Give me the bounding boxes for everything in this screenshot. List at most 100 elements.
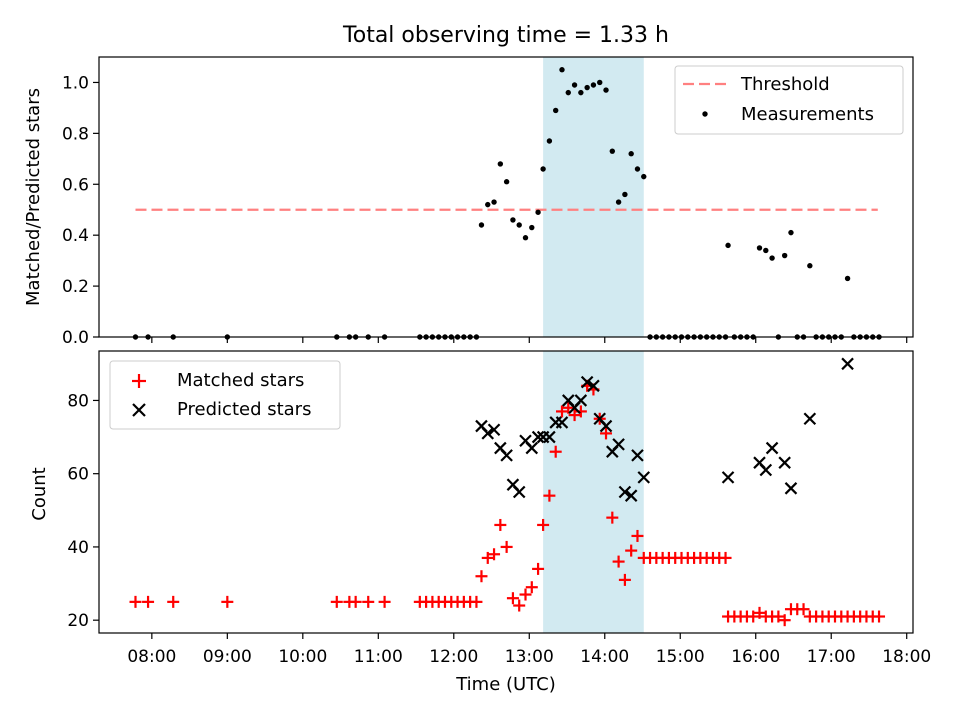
predicted-stars-points [475,357,854,502]
legend-matched-label: Matched stars [177,370,304,391]
predicted-star-point [531,430,545,444]
y-tick-label: 0.8 [62,124,89,144]
y-tick-label: 0.2 [62,277,89,297]
y-tick-label: 0.0 [62,328,89,348]
x-tick-label: 13:00 [505,647,554,667]
x-tick-label: 15:00 [656,647,705,667]
measurement-point [844,275,851,282]
count-legend-box [109,360,341,430]
measurement-point [529,224,535,231]
matched-star-point [167,595,180,608]
measurement-point [769,255,775,261]
matched-star-point [631,529,644,542]
predicted-star-point [580,375,594,389]
measurement-point [578,89,584,96]
predicted-star-point [500,449,513,462]
legend-predicted-label: Predicted stars [177,399,311,420]
x-tick-label: 09:00 [203,647,252,667]
measurement-point [497,161,504,167]
matched-star-point [797,603,810,616]
legend-matched-swatch [132,374,146,388]
ratio-legend: Threshold Measurements [674,65,904,135]
matched-star-point [221,595,234,608]
predicted-star-point [841,357,854,371]
matched-star-point [500,540,513,553]
predicted-star-point [525,441,539,455]
predicted-star-point [759,463,773,477]
chart-title: Total observing time = 1.33 h [342,23,669,48]
matched-star-point [549,445,562,458]
count-plot-frame [98,350,914,634]
x-tick-label: 08:00 [127,647,176,667]
legend-threshold-label: Threshold [740,74,830,95]
measurement-point [628,151,634,157]
measurement-point [510,217,516,223]
predicted-star-point [624,489,638,502]
measurement-point [516,222,522,228]
matched-star-point [625,544,638,557]
measurement-point [546,138,553,144]
measurement-point [535,209,541,215]
y-tick-label: 80 [67,391,89,411]
matched-star-point [612,555,625,568]
predicted-star-point [487,423,501,437]
measurement-point [559,67,565,73]
matched-star-point [555,405,568,418]
y-tick-label: 0.6 [62,175,89,195]
matched-star-point [470,595,483,608]
ratio-x-ticks [151,337,908,343]
matched-star-point [378,595,391,608]
x-tick-label: 14:00 [580,647,629,667]
ratio-y-axis-label: Matched/Predicted stars [23,88,44,306]
count-panel: 20 40 60 80 08:00 09:00 10:00 11:00 12:00 13:00 1… [29,350,931,695]
measurement-point [725,242,731,249]
predicted-star-point [612,438,625,451]
x-axis-label: Time (UTC) [455,674,556,695]
matched-star-point [475,570,488,583]
predicted-star-point [543,430,556,444]
matched-star-point [506,592,519,605]
count-y-axis-label: Count [29,467,50,520]
measurement-point [565,89,571,96]
matched-star-point [778,614,791,627]
matched-star-point [562,401,575,414]
measurement-point [590,82,597,88]
ratio-y-axis: 0.0 0.2 0.4 0.6 0.8 1.0 [62,73,99,348]
x-tick-label: 10:00 [278,647,327,667]
matched-star-point [525,581,538,594]
measurement-point [503,179,510,185]
predicted-star-point [481,427,495,440]
matched-star-point [600,427,613,440]
measurement-point [807,263,813,269]
matched-star-point [719,551,732,564]
matched-star-point [568,409,581,422]
matched-star-point [349,595,362,608]
measurement-point [522,235,529,241]
predicted-star-point [618,485,632,499]
matched-star-point [532,562,545,575]
measurement-point [781,252,788,259]
predicted-star-point [765,441,779,455]
measurement-point [603,87,609,93]
measurement-point [540,166,546,172]
measurement-point [584,84,590,91]
y-tick-label: 1.0 [62,73,89,93]
measurement-point [552,107,559,114]
ratio-legend-box [674,65,904,135]
measurement-point [634,166,641,172]
x-tick-label: 12:00 [429,647,478,667]
measurement-point [609,148,616,154]
ratio-plot-frame [98,56,914,338]
measurement-point [641,173,647,180]
x-tick-label: 11:00 [354,647,403,667]
matched-star-point [494,518,507,531]
count-legend: Matched stars Predicted stars [109,360,341,430]
measurement-point [478,222,485,228]
measurement-point [622,191,628,198]
measurement-point [597,79,603,86]
count-x-axis: 08:00 09:00 10:00 11:00 12:00 13:00 14:00 15:00… [127,633,931,667]
predicted-star-point [555,416,569,429]
matched-star-point [142,595,155,608]
count-y-axis: 20 40 60 80 [67,391,99,631]
measurement-point [756,245,763,251]
